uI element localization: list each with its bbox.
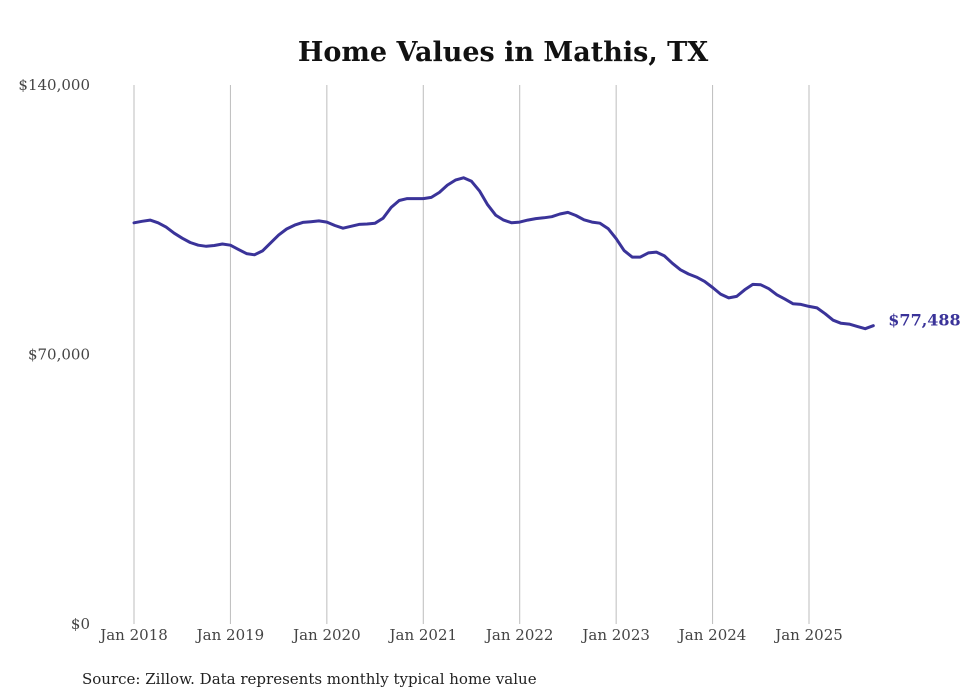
series-line-0: [132, 176, 875, 331]
x-tick-label: Jan 2021: [388, 626, 458, 644]
y-axis-ticks: $0 $70,000 $140,000: [18, 76, 90, 633]
gridlines: [133, 85, 810, 624]
chart-title: Home Values in Mathis, TX: [298, 37, 708, 68]
source-note: Source: Zillow. Data represents monthly …: [82, 670, 537, 688]
y-tick-label: $0: [71, 615, 90, 633]
x-tick-label: Jan 2024: [677, 626, 747, 644]
x-axis-ticks: Jan 2018 Jan 2019 Jan 2020 Jan 2021 Jan 2022…: [98, 626, 843, 644]
x-tick-label: Jan 2025: [773, 626, 843, 644]
end-value-label: $77,488: [888, 311, 960, 330]
y-tick-label: $140,000: [18, 76, 90, 94]
x-tick-label: Jan 2019: [195, 626, 265, 644]
series-layer: [132, 176, 875, 331]
x-tick-label: Jan 2020: [291, 626, 361, 644]
y-tick-label: $70,000: [28, 346, 90, 364]
x-tick-label: Jan 2018: [98, 626, 168, 644]
x-tick-label: Jan 2023: [580, 626, 650, 644]
x-tick-label: Jan 2022: [484, 626, 554, 644]
